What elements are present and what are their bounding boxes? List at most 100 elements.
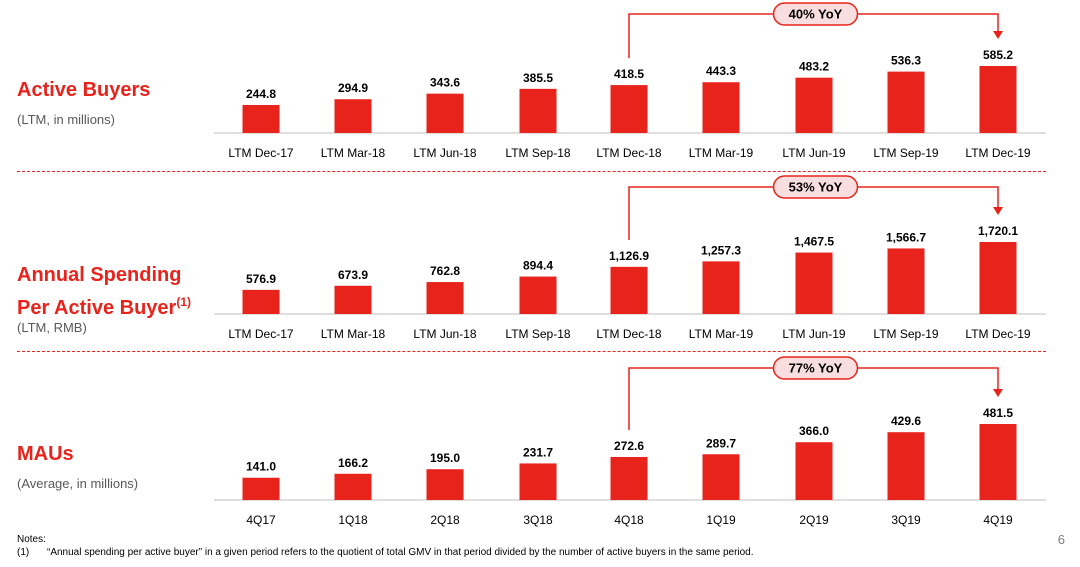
category-label: LTM Jun-18 — [413, 146, 476, 160]
yoy-bubble — [772, 2, 859, 26]
data-label: 585.2 — [983, 48, 1013, 62]
data-label: 418.5 — [614, 67, 644, 81]
bar-4q19 — [979, 424, 1017, 500]
yoy-bubble — [772, 356, 859, 380]
data-label: 366.0 — [799, 424, 829, 438]
category-label: LTM Mar-18 — [321, 327, 386, 341]
bar-ltm-dec-18 — [610, 85, 648, 133]
annual-spending-title-line2: Per Active Buyer — [17, 297, 177, 319]
category-label: LTM Dec-19 — [965, 146, 1030, 160]
data-label: 1,126.9 — [609, 249, 649, 263]
data-label: 536.3 — [891, 54, 921, 68]
page-number: 6 — [1057, 532, 1065, 547]
data-label: 244.8 — [246, 87, 276, 101]
yoy-arrowhead — [993, 389, 1003, 397]
data-label: 576.9 — [246, 272, 276, 286]
active-buyers-chart: 244.8 LTM Dec-17 294.9 LTM Mar-18 343.6 LTM J… — [214, 2, 1046, 160]
data-label: 289.7 — [706, 436, 736, 450]
bar-4q18 — [610, 456, 648, 500]
data-label: 1,566.7 — [886, 230, 926, 244]
data-label: 481.5 — [983, 406, 1013, 420]
bar-ltm-sep-19 — [887, 71, 925, 133]
data-label: 231.7 — [523, 445, 553, 459]
category-label: LTM Dec-17 — [228, 146, 293, 160]
annual-spending-chart: 576.9 LTM Dec-17 673.9 LTM Mar-18 762.8 LTM J… — [214, 175, 1046, 341]
bar-ltm-dec-19 — [979, 66, 1017, 133]
bar-ltm-jun-18 — [426, 93, 464, 133]
bar-3q18 — [519, 463, 557, 500]
bar-3q19 — [887, 432, 925, 500]
bar-ltm-dec-18 — [610, 266, 648, 314]
bar-1q19 — [702, 454, 740, 500]
category-label: 2Q18 — [430, 513, 460, 527]
data-label: 1,467.5 — [794, 235, 834, 249]
category-label: 4Q18 — [614, 513, 644, 527]
bar-ltm-dec-17 — [242, 289, 280, 314]
data-label: 1,720.1 — [978, 224, 1018, 238]
category-label: LTM Jun-19 — [782, 327, 845, 341]
category-label: LTM Mar-18 — [321, 146, 386, 160]
bar-ltm-sep-18 — [519, 276, 557, 314]
category-label: LTM Sep-18 — [505, 327, 570, 341]
category-label: 3Q19 — [891, 513, 921, 527]
maus-title: MAUs — [17, 443, 74, 465]
bar-2q18 — [426, 469, 464, 500]
annual-spending-subtitle: (LTM, RMB) — [17, 320, 87, 335]
data-label: 483.2 — [799, 60, 829, 74]
annual-spending-title: Annual Spending Per Active Buyer(1) — [17, 262, 191, 322]
yoy-label: 53% YoY — [789, 180, 843, 195]
category-label: LTM Dec-18 — [596, 146, 661, 160]
data-label: 385.5 — [523, 71, 553, 85]
data-label: 1,257.3 — [701, 243, 741, 257]
data-label: 429.6 — [891, 414, 921, 428]
data-label: 195.0 — [430, 451, 460, 465]
bar-ltm-jun-18 — [426, 282, 464, 314]
category-label: LTM Jun-19 — [782, 146, 845, 160]
data-label: 272.6 — [614, 439, 644, 453]
yoy-bubble — [772, 175, 859, 199]
section-divider — [17, 351, 1046, 352]
data-label: 894.4 — [523, 259, 553, 273]
section-divider — [17, 171, 1046, 172]
data-label: 294.9 — [338, 81, 368, 95]
yoy-label: 77% YoY — [789, 361, 843, 376]
active-buyers-title: Active Buyers — [17, 79, 151, 101]
bar-ltm-dec-17 — [242, 104, 280, 133]
category-label: 1Q19 — [706, 513, 736, 527]
annual-spending-title-line1: Annual Spending — [17, 264, 182, 286]
active-buyers-subtitle: (LTM, in millions) — [17, 112, 115, 127]
bar-ltm-sep-18 — [519, 88, 557, 133]
data-label: 762.8 — [430, 264, 460, 278]
data-label: 443.3 — [706, 64, 736, 78]
bar-ltm-jun-19 — [795, 77, 833, 133]
bar-ltm-mar-19 — [702, 261, 740, 314]
category-label: 2Q19 — [799, 513, 829, 527]
data-label: 673.9 — [338, 268, 368, 282]
footnote-marker: (1) — [176, 295, 192, 309]
yoy-arrowhead — [993, 207, 1003, 215]
bar-ltm-mar-18 — [334, 99, 372, 133]
category-label: 4Q17 — [246, 513, 276, 527]
footnote-marker: (1) — [17, 547, 30, 558]
category-label: 4Q19 — [983, 513, 1013, 527]
footnote-text: “Annual spending per active buyer” in a … — [47, 547, 754, 558]
maus-chart: 141.0 4Q17 166.2 1Q18 195.0 2Q18 231.7 3Q18 272.… — [214, 356, 1046, 527]
category-label: 1Q18 — [338, 513, 368, 527]
category-label: LTM Mar-19 — [689, 146, 754, 160]
yoy-label: 40% YoY — [789, 7, 843, 22]
category-label: LTM Sep-18 — [505, 146, 570, 160]
category-label: LTM Dec-19 — [965, 327, 1030, 341]
category-label: LTM Sep-19 — [873, 146, 938, 160]
category-label: LTM Sep-19 — [873, 327, 938, 341]
data-label: 343.6 — [430, 76, 460, 90]
category-label: LTM Mar-19 — [689, 327, 754, 341]
category-label: LTM Dec-18 — [596, 327, 661, 341]
bar-ltm-dec-19 — [979, 242, 1017, 314]
bar-ltm-sep-19 — [887, 248, 925, 314]
bar-ltm-jun-19 — [795, 252, 833, 314]
category-label: LTM Dec-17 — [228, 327, 293, 341]
bar-4q17 — [242, 477, 280, 500]
yoy-arrowhead — [993, 31, 1003, 39]
category-label: LTM Jun-18 — [413, 327, 476, 341]
bar-1q18 — [334, 473, 372, 500]
